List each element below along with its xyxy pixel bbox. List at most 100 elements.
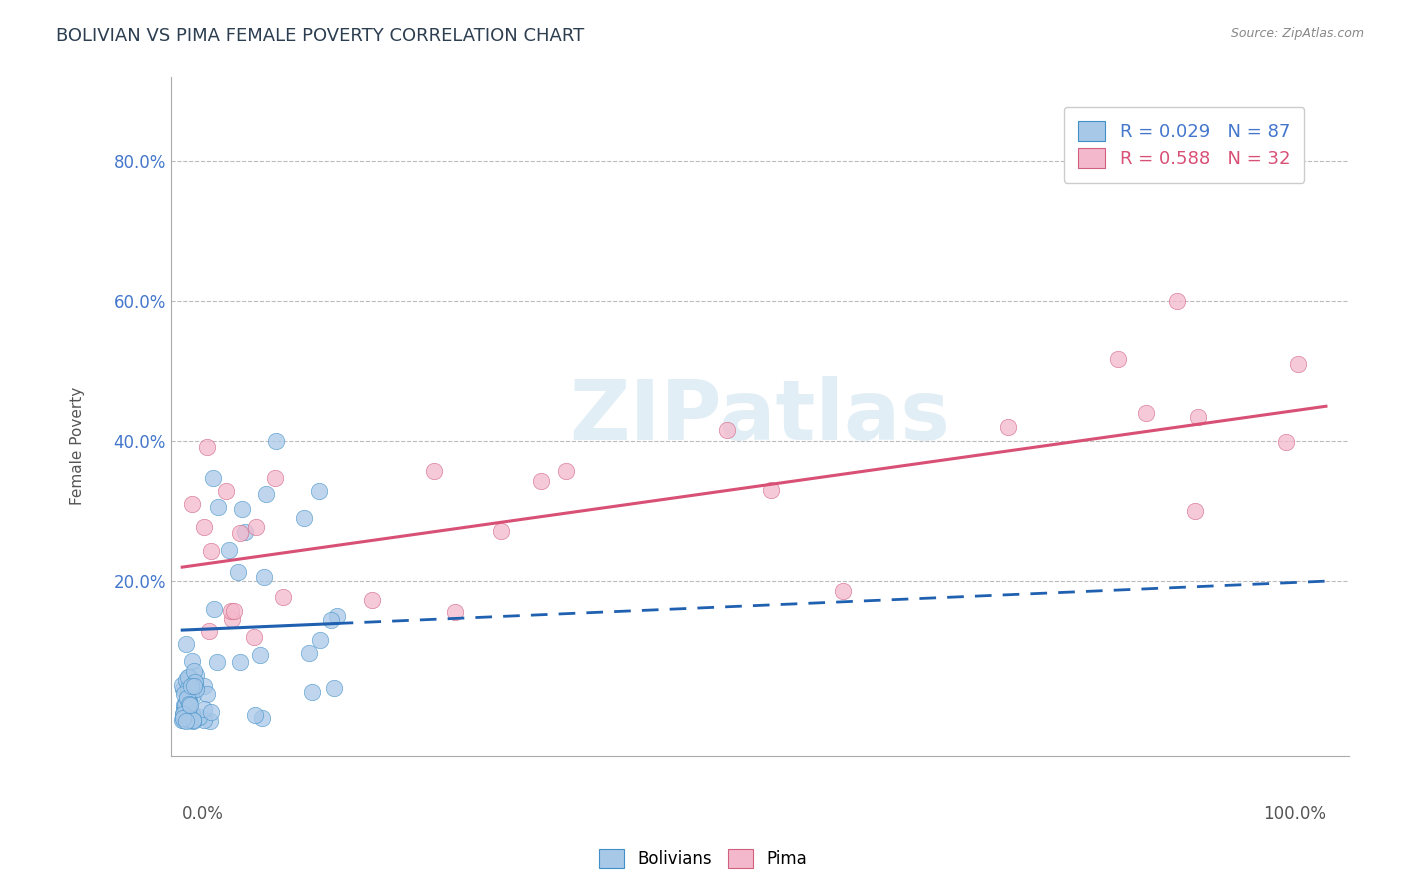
Point (177, 694, 200, 708)
Point (184, 681, 207, 696)
Point (221, 612, 243, 626)
Point (172, 713, 194, 727)
Point (207, 500, 229, 515)
Point (177, 681, 200, 695)
Point (176, 696, 198, 710)
Point (202, 601, 225, 615)
Point (361, 592, 384, 607)
Point (252, 711, 274, 725)
Point (174, 698, 197, 712)
Point (179, 714, 201, 728)
Point (1187, 409, 1209, 424)
Legend: R = 0.029   N = 87, R = 0.588   N = 32: R = 0.029 N = 87, R = 0.588 N = 32 (1063, 107, 1305, 183)
Point (176, 709, 198, 723)
Point (173, 698, 195, 712)
Point (177, 713, 200, 727)
Point (177, 681, 200, 695)
Point (202, 471, 225, 485)
Point (245, 520, 267, 534)
Point (1286, 357, 1309, 371)
Point (264, 434, 287, 449)
Point (530, 475, 553, 489)
Point (195, 440, 218, 454)
Point (176, 690, 198, 705)
Point (195, 687, 218, 701)
Point (198, 714, 221, 728)
Point (176, 691, 198, 706)
Point (253, 569, 276, 583)
Legend: Bolivians, Pima: Bolivians, Pima (592, 843, 814, 875)
Point (174, 673, 197, 688)
Point (181, 713, 204, 727)
Point (193, 702, 215, 716)
Point (215, 483, 238, 498)
Point (1107, 351, 1129, 366)
Point (177, 695, 200, 709)
Point (176, 691, 198, 706)
Point (273, 590, 295, 604)
Point (174, 636, 197, 650)
Point (233, 525, 256, 540)
Point (184, 677, 207, 691)
Point (173, 703, 195, 717)
Point (176, 710, 198, 724)
Point (179, 701, 201, 715)
Point (200, 705, 222, 719)
Point (716, 424, 738, 438)
Point (197, 624, 219, 638)
Point (1166, 294, 1188, 309)
Point (308, 632, 330, 647)
Point (172, 678, 194, 692)
Point (173, 687, 195, 701)
Text: ZIPatlas: ZIPatlas (569, 376, 950, 458)
Point (177, 711, 200, 725)
Text: 0.0%: 0.0% (183, 805, 224, 823)
Point (183, 680, 205, 694)
Point (228, 526, 250, 541)
Point (231, 502, 253, 516)
Point (218, 543, 240, 558)
Point (308, 483, 330, 498)
Point (179, 713, 201, 727)
Point (187, 710, 209, 724)
Point (326, 609, 349, 624)
Point (183, 674, 205, 689)
Point (172, 707, 194, 722)
Point (174, 714, 197, 728)
Point (174, 700, 197, 714)
Point (301, 684, 323, 698)
Point (193, 520, 215, 534)
Point (177, 670, 200, 684)
Point (319, 613, 342, 627)
Point (489, 524, 512, 538)
Text: 100.0%: 100.0% (1263, 805, 1326, 823)
Point (181, 707, 204, 722)
Point (444, 605, 467, 619)
Point (254, 487, 277, 501)
Point (1275, 434, 1298, 449)
Point (832, 583, 855, 598)
Point (174, 705, 197, 719)
Point (180, 680, 202, 694)
Point (184, 668, 207, 682)
Point (172, 682, 194, 697)
Point (1223, 154, 1246, 169)
Point (193, 679, 215, 693)
Point (181, 497, 204, 511)
Point (176, 710, 198, 724)
Point (177, 691, 200, 706)
Point (224, 604, 246, 618)
Point (323, 681, 346, 695)
Point (172, 707, 194, 722)
Point (219, 604, 242, 618)
Point (183, 680, 205, 694)
Point (179, 698, 201, 713)
Point (181, 714, 204, 728)
Point (181, 654, 204, 668)
Point (249, 648, 271, 662)
Point (1184, 504, 1206, 518)
Point (761, 483, 783, 497)
Point (183, 664, 205, 678)
Point (423, 464, 446, 478)
Text: BOLIVIAN VS PIMA FEMALE POVERTY CORRELATION CHART: BOLIVIAN VS PIMA FEMALE POVERTY CORRELAT… (56, 27, 585, 45)
